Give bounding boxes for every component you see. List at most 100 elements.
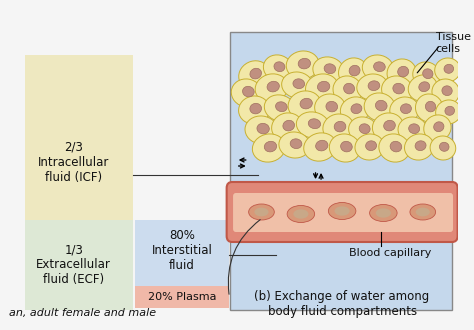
Ellipse shape bbox=[424, 115, 451, 141]
Text: an, adult female and male: an, adult female and male bbox=[9, 308, 156, 318]
Ellipse shape bbox=[335, 206, 350, 216]
Ellipse shape bbox=[340, 97, 370, 123]
Ellipse shape bbox=[334, 121, 346, 132]
Ellipse shape bbox=[359, 124, 370, 134]
Ellipse shape bbox=[393, 83, 404, 94]
Bar bbox=[25, 55, 133, 270]
Ellipse shape bbox=[415, 141, 426, 150]
Ellipse shape bbox=[348, 117, 378, 143]
Bar bbox=[230, 32, 452, 310]
Ellipse shape bbox=[416, 94, 443, 122]
Text: Blood capillary: Blood capillary bbox=[348, 248, 431, 258]
Text: 80%
Interstitial
fluid: 80% Interstitial fluid bbox=[152, 229, 213, 272]
Ellipse shape bbox=[250, 103, 262, 114]
Ellipse shape bbox=[282, 72, 313, 98]
Ellipse shape bbox=[357, 74, 388, 100]
Ellipse shape bbox=[267, 81, 279, 92]
Ellipse shape bbox=[435, 58, 460, 82]
Ellipse shape bbox=[355, 134, 384, 160]
Ellipse shape bbox=[293, 209, 309, 219]
Ellipse shape bbox=[426, 101, 436, 112]
Ellipse shape bbox=[287, 206, 315, 222]
Ellipse shape bbox=[419, 82, 430, 92]
Ellipse shape bbox=[439, 142, 449, 151]
Ellipse shape bbox=[316, 140, 328, 151]
Ellipse shape bbox=[401, 104, 411, 114]
Ellipse shape bbox=[243, 86, 254, 97]
Ellipse shape bbox=[382, 76, 413, 104]
Ellipse shape bbox=[413, 62, 440, 88]
Ellipse shape bbox=[365, 141, 376, 150]
Ellipse shape bbox=[264, 95, 295, 121]
Ellipse shape bbox=[398, 66, 409, 77]
Ellipse shape bbox=[328, 203, 356, 219]
Text: 20% Plasma: 20% Plasma bbox=[148, 292, 217, 302]
Ellipse shape bbox=[409, 124, 419, 134]
Ellipse shape bbox=[252, 134, 285, 162]
Ellipse shape bbox=[445, 106, 455, 115]
Ellipse shape bbox=[323, 114, 354, 142]
Ellipse shape bbox=[245, 116, 278, 144]
Ellipse shape bbox=[364, 93, 395, 121]
Ellipse shape bbox=[306, 74, 338, 102]
FancyBboxPatch shape bbox=[227, 182, 457, 242]
Ellipse shape bbox=[255, 74, 288, 102]
Ellipse shape bbox=[298, 58, 310, 69]
Ellipse shape bbox=[274, 62, 285, 72]
Ellipse shape bbox=[430, 136, 456, 160]
Ellipse shape bbox=[257, 123, 269, 134]
Ellipse shape bbox=[368, 81, 380, 91]
Ellipse shape bbox=[349, 65, 360, 76]
Ellipse shape bbox=[283, 120, 294, 131]
Ellipse shape bbox=[293, 79, 305, 88]
Ellipse shape bbox=[275, 102, 287, 112]
Ellipse shape bbox=[379, 134, 410, 162]
Ellipse shape bbox=[408, 75, 438, 101]
Bar bbox=[25, 220, 133, 310]
Bar bbox=[135, 286, 229, 308]
Text: 2/3
Intracellular
fluid (ICF): 2/3 Intracellular fluid (ICF) bbox=[38, 141, 109, 184]
Text: (b) Exchange of water among
body fluid compartments: (b) Exchange of water among body fluid c… bbox=[255, 290, 430, 318]
Ellipse shape bbox=[344, 83, 355, 94]
Ellipse shape bbox=[313, 57, 344, 83]
Ellipse shape bbox=[333, 76, 362, 104]
Text: 1/3
Extracellular
fluid (ECF): 1/3 Extracellular fluid (ECF) bbox=[36, 244, 111, 286]
Ellipse shape bbox=[434, 122, 444, 132]
Ellipse shape bbox=[288, 91, 321, 119]
Ellipse shape bbox=[304, 133, 337, 161]
Ellipse shape bbox=[387, 59, 416, 87]
Ellipse shape bbox=[279, 132, 310, 158]
Ellipse shape bbox=[432, 79, 459, 105]
Ellipse shape bbox=[290, 139, 302, 149]
Ellipse shape bbox=[250, 68, 262, 79]
Ellipse shape bbox=[338, 58, 368, 86]
Ellipse shape bbox=[416, 208, 430, 216]
Ellipse shape bbox=[390, 97, 419, 123]
Ellipse shape bbox=[329, 134, 360, 162]
Ellipse shape bbox=[410, 204, 436, 220]
Bar bbox=[135, 220, 229, 288]
Ellipse shape bbox=[383, 120, 395, 131]
FancyBboxPatch shape bbox=[233, 193, 453, 232]
Ellipse shape bbox=[272, 113, 302, 141]
Ellipse shape bbox=[238, 96, 270, 124]
Ellipse shape bbox=[373, 113, 403, 141]
Ellipse shape bbox=[318, 81, 330, 92]
Ellipse shape bbox=[239, 61, 270, 89]
Ellipse shape bbox=[444, 64, 454, 73]
Ellipse shape bbox=[308, 119, 320, 129]
Ellipse shape bbox=[231, 79, 262, 107]
Ellipse shape bbox=[249, 204, 274, 220]
Ellipse shape bbox=[376, 208, 391, 218]
Ellipse shape bbox=[370, 205, 397, 221]
Ellipse shape bbox=[436, 100, 461, 124]
Ellipse shape bbox=[374, 62, 385, 72]
Ellipse shape bbox=[423, 69, 433, 79]
Ellipse shape bbox=[296, 112, 329, 138]
Ellipse shape bbox=[264, 141, 277, 152]
Ellipse shape bbox=[351, 104, 362, 114]
Ellipse shape bbox=[398, 117, 428, 143]
Ellipse shape bbox=[315, 94, 346, 122]
Ellipse shape bbox=[390, 141, 402, 152]
Ellipse shape bbox=[264, 55, 292, 81]
